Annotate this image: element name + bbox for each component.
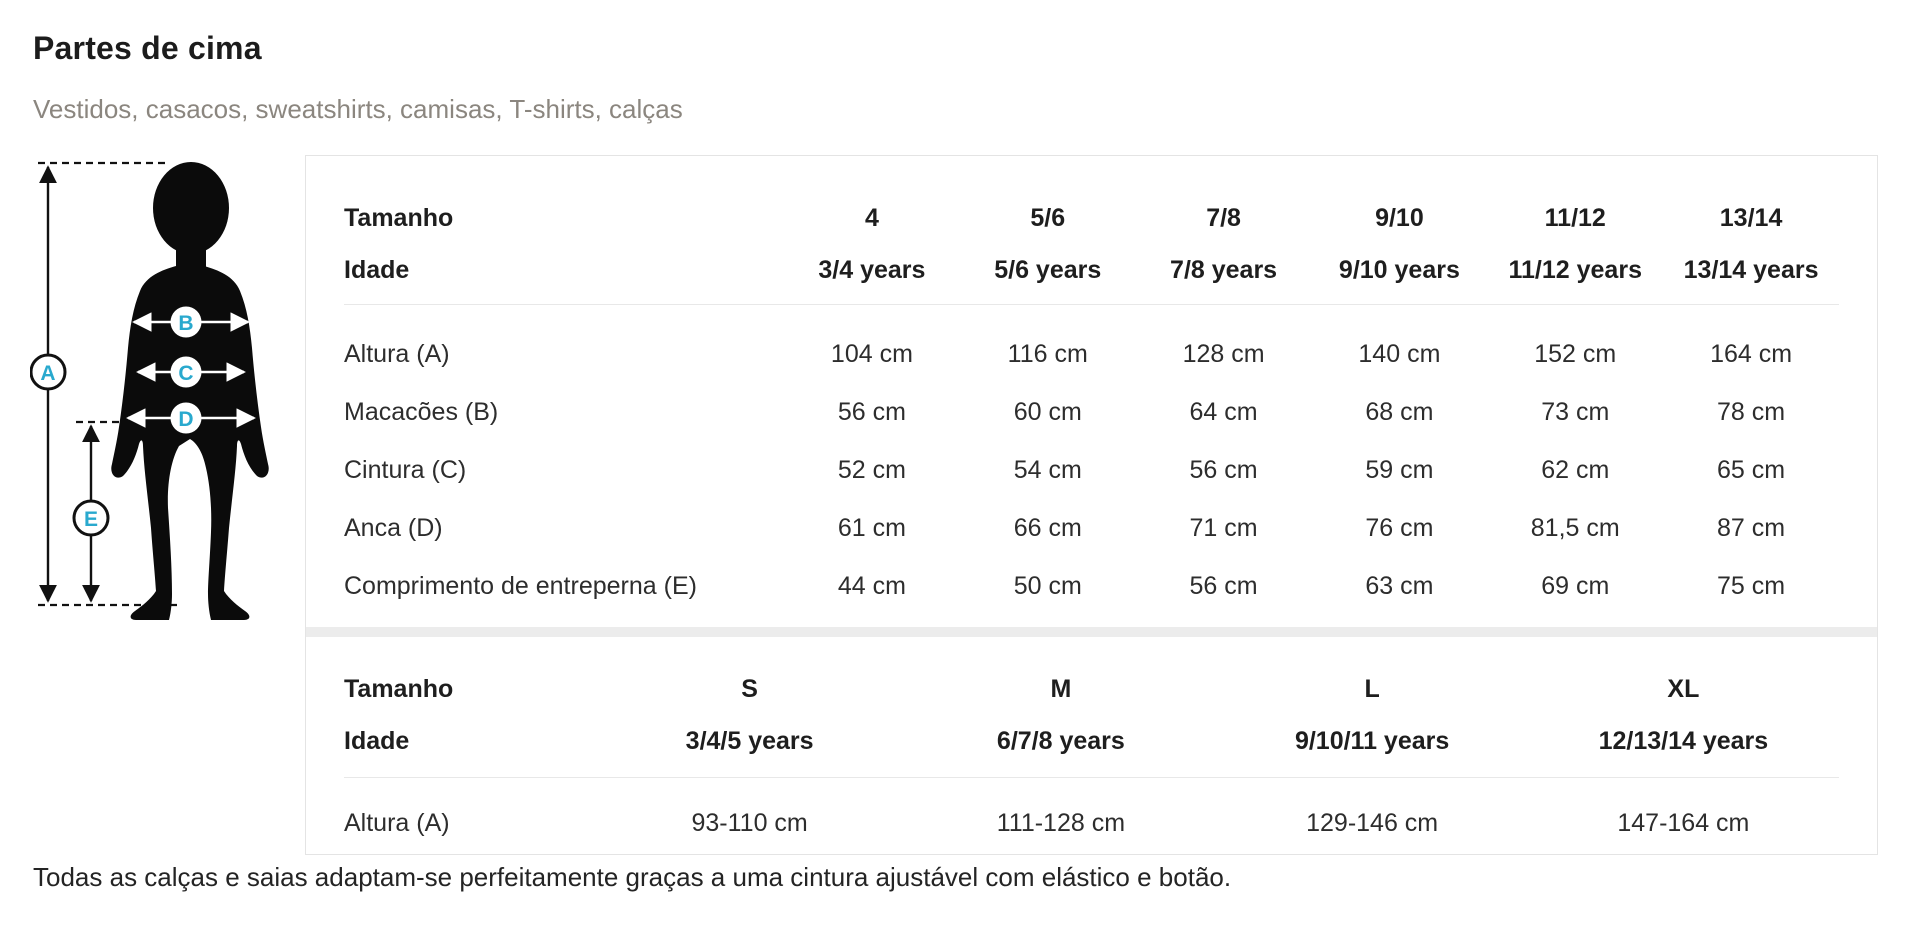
measurement-cell: 147-164 cm [1617, 808, 1750, 837]
size-cell: 4 [864, 203, 879, 232]
size-header-row: Tamanho 4 5/6 7/8 9/10 11/12 13/14 [344, 192, 1839, 244]
measurement-cell: 104 cm [830, 339, 913, 368]
age-header-row: Idade 3/4/5 years 6/7/8 years 9/10/11 ye… [344, 715, 1839, 767]
size-cell: XL [1667, 674, 1700, 703]
row-label: Macacões (B) [344, 397, 499, 426]
size-cell: 5/6 [1030, 203, 1066, 232]
header-divider [344, 777, 1839, 778]
measurement-cell: 56 cm [837, 397, 906, 426]
measurement-cell: 164 cm [1710, 339, 1793, 368]
measurement-cell: 65 cm [1717, 455, 1786, 484]
silhouette-neck [176, 238, 206, 270]
age-cell: 3/4/5 years [685, 726, 814, 755]
measurement-cell: 140 cm [1358, 339, 1441, 368]
page-title: Partes de cima [33, 30, 262, 66]
row-label: Cintura (C) [344, 455, 467, 484]
size-header-row: Tamanho S M L XL [344, 663, 1839, 715]
row-label: Comprimento de entreperna (E) [344, 571, 697, 600]
child-silhouette-icon: A B C D E [29, 161, 269, 620]
measure-badge-c [170, 356, 202, 388]
measurement-cell: 152 cm [1534, 339, 1617, 368]
measurement-cell: 81,5 cm [1530, 513, 1620, 542]
measurement-cell: 87 cm [1717, 513, 1786, 542]
size-cell: 9/10 [1375, 203, 1424, 232]
age-header-label: Idade [344, 255, 410, 284]
age-cell: 3/4 years [818, 255, 926, 284]
row-label: Altura (A) [344, 339, 450, 368]
age-cell: 9/10/11 years [1294, 726, 1450, 755]
measurement-cell: 129-146 cm [1306, 808, 1439, 837]
measurement-cell: 128 cm [1182, 339, 1265, 368]
measurement-cell: 71 cm [1189, 513, 1258, 542]
measure-badge-a [29, 353, 67, 391]
measurement-cell: 66 cm [1013, 513, 1082, 542]
silhouette-head [153, 162, 229, 254]
body-measurement-figure: A B C D E [29, 150, 290, 630]
age-cell: 5/6 years [994, 255, 1102, 284]
measurement-cell: 116 cm [1007, 339, 1088, 368]
measurement-cell: 75 cm [1717, 571, 1786, 600]
measurement-cell: 62 cm [1541, 455, 1610, 484]
size-cell: S [741, 674, 758, 703]
size-cell: 7/8 [1206, 203, 1241, 232]
measurement-cell: 60 cm [1013, 397, 1082, 426]
measurement-cell: 54 cm [1013, 455, 1082, 484]
measurement-cell: 59 cm [1365, 455, 1434, 484]
age-header-label: Idade [344, 726, 410, 755]
measurement-cell: 73 cm [1541, 397, 1610, 426]
age-cell: 9/10 years [1338, 255, 1460, 284]
size-guide-card: Tamanho 4 5/6 7/8 9/10 11/12 13/14 Idade… [305, 155, 1878, 855]
measurement-cell: 50 cm [1013, 571, 1082, 600]
measure-row-cintura: Cintura (C) 52 cm 54 cm 56 cm 59 cm 62 c… [344, 441, 1839, 499]
measure-badge-b-label: B [178, 312, 193, 335]
age-cell: 13/14 years [1683, 255, 1819, 284]
measurement-cell: 76 cm [1365, 513, 1434, 542]
silhouette-body [111, 266, 269, 620]
size-cell: 11/12 [1544, 203, 1606, 232]
measure-badge-d-label: D [178, 408, 193, 431]
measurement-cell: 69 cm [1541, 571, 1610, 600]
measurement-cell: 61 cm [837, 513, 906, 542]
measurement-cell: 64 cm [1189, 397, 1258, 426]
page-subtitle: Vestidos, casacos, sweatshirts, camisas,… [33, 94, 683, 124]
measure-row-macacoes: Macacões (B) 56 cm 60 cm 64 cm 68 cm 73 … [344, 383, 1839, 441]
measure-row-altura-letter: Altura (A) 93-110 cm 111-128 cm 129-146 … [344, 794, 1839, 852]
age-cell: 6/7/8 years [996, 726, 1125, 755]
measurement-cell: 52 cm [837, 455, 906, 484]
measurement-cell: 56 cm [1189, 455, 1258, 484]
measurement-cell: 93-110 cm [691, 808, 808, 837]
age-cell: 11/12 years [1508, 255, 1642, 284]
measurement-cell: 78 cm [1717, 397, 1786, 426]
header-divider [344, 304, 1839, 305]
measure-row-altura: Altura (A) 104 cm 116 cm 128 cm 140 cm 1… [344, 325, 1839, 383]
size-header-label: Tamanho [344, 674, 454, 703]
fit-note: Todas as calças e saias adaptam-se perfe… [33, 862, 1232, 892]
measurement-cell: 44 cm [837, 571, 906, 600]
size-header-label: Tamanho [344, 203, 454, 232]
section-divider-band [306, 627, 1877, 637]
measurement-cell: 63 cm [1365, 571, 1434, 600]
row-label: Anca (D) [344, 513, 443, 542]
age-cell: 12/13/14 years [1598, 726, 1769, 755]
measurement-cell: 68 cm [1365, 397, 1434, 426]
measure-badge-c-label: C [178, 362, 193, 385]
age-header-row: Idade 3/4 years 5/6 years 7/8 years 9/10… [344, 244, 1839, 296]
letter-sizes-section: Tamanho S M L XL Idade 3/4/5 years 6/7/8… [306, 637, 1877, 852]
measure-row-anca: Anca (D) 61 cm 66 cm 71 cm 76 cm 81,5 cm… [344, 499, 1839, 557]
row-label: Altura (A) [344, 808, 450, 837]
measurement-cell: 111-128 cm [996, 808, 1126, 837]
measure-badge-e [72, 499, 110, 537]
measure-badge-d [170, 402, 202, 434]
measure-badge-b [170, 306, 202, 338]
numeric-sizes-section: Tamanho 4 5/6 7/8 9/10 11/12 13/14 Idade… [306, 156, 1877, 615]
measure-badge-e-label: E [84, 508, 98, 531]
measure-row-entreperna: Comprimento de entreperna (E) 44 cm 50 c… [344, 557, 1839, 615]
measure-badge-a-label: A [40, 362, 55, 385]
size-cell: 13/14 [1719, 203, 1783, 232]
measurement-cell: 56 cm [1189, 571, 1258, 600]
size-cell: M [1050, 674, 1072, 703]
age-cell: 7/8 years [1170, 255, 1278, 284]
size-cell: L [1364, 674, 1380, 703]
